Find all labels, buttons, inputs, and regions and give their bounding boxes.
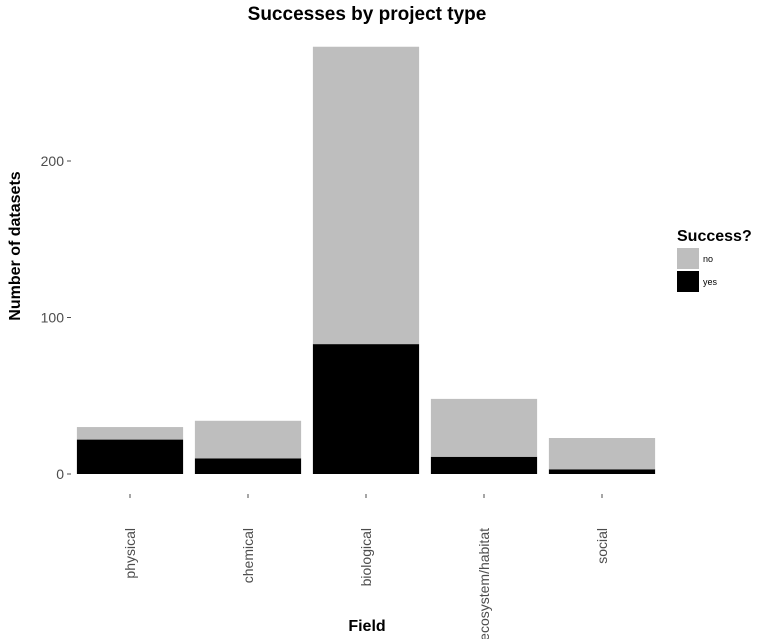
- bar-yes-social: [548, 469, 656, 474]
- legend-label-no: no: [703, 254, 713, 264]
- legend-label-yes: yes: [703, 277, 718, 287]
- y-tick-label: 0: [56, 466, 64, 482]
- bar-yes-ecosystem-habitat: [430, 456, 538, 474]
- bar-yes-biological: [312, 344, 420, 474]
- x-tick-label: physical: [122, 528, 138, 579]
- x-tick-label: biological: [358, 528, 374, 586]
- legend-key-no: [677, 248, 699, 269]
- bars-group: [76, 46, 656, 474]
- y-tick-label: 200: [41, 153, 65, 169]
- x-tick-label: ecosystem/habitat: [476, 528, 492, 639]
- y-tick-label: 100: [41, 310, 65, 326]
- y-axis-title: Number of datasets: [7, 171, 24, 320]
- bar-no-ecosystem-habitat: [430, 398, 538, 457]
- bar-yes-chemical: [194, 458, 302, 474]
- bar-no-social: [548, 438, 656, 470]
- y-axis-ticks: 0 100 200: [41, 153, 71, 482]
- legend-key-yes: [677, 271, 699, 292]
- x-tick-label: chemical: [240, 528, 256, 583]
- x-axis-title: Field: [348, 618, 385, 635]
- bar-no-chemical: [194, 420, 302, 459]
- legend-title: Success?: [677, 228, 752, 245]
- x-tick-label: social: [594, 528, 610, 564]
- chart-title: Successes by project type: [248, 4, 487, 25]
- bar-no-physical: [76, 427, 184, 440]
- x-axis-ticks: physical chemical biological ecosystem/habi…: [122, 494, 610, 639]
- bar-no-biological: [312, 46, 420, 345]
- bar-yes-physical: [76, 439, 184, 474]
- legend: Success? no yes: [677, 228, 752, 292]
